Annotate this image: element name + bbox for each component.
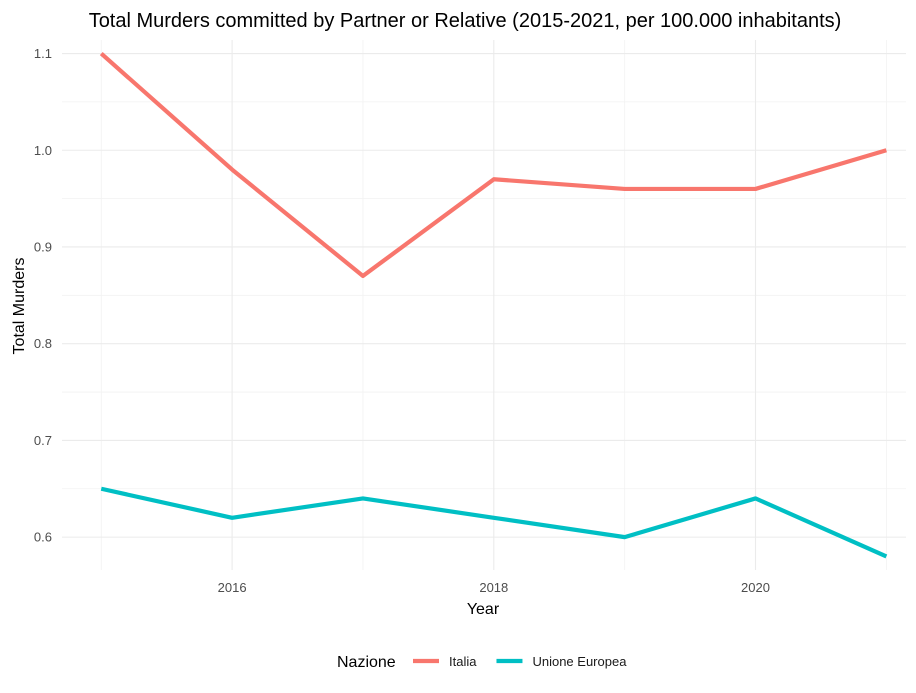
legend-title: Nazione xyxy=(337,654,396,671)
y-tick-label: 0.7 xyxy=(34,433,52,448)
legend-label-unione-europea: Unione Europea xyxy=(532,654,627,669)
y-tick-label: 1.1 xyxy=(34,46,52,61)
major-gridlines xyxy=(62,40,906,570)
x-axis-ticks: 2016 2018 2020 xyxy=(218,580,770,595)
x-axis-title: Year xyxy=(467,601,500,618)
legend: Nazione Italia Unione Europea xyxy=(337,654,627,671)
series-line-italia xyxy=(99,51,887,279)
x-tick-label: 2020 xyxy=(741,580,770,595)
y-tick-label: 0.8 xyxy=(34,336,52,351)
minor-gridlines xyxy=(62,40,906,570)
y-tick-label: 0.9 xyxy=(34,239,52,254)
chart-title: Total Murders committed by Partner or Re… xyxy=(89,10,842,32)
series-line-unione-europea xyxy=(100,486,888,559)
legend-label-italia: Italia xyxy=(449,654,477,669)
x-tick-label: 2016 xyxy=(218,580,247,595)
y-tick-label: 0.6 xyxy=(34,530,52,545)
x-tick-label: 2018 xyxy=(479,580,508,595)
series-lines xyxy=(99,51,888,559)
y-axis-title: Total Murders xyxy=(11,258,28,355)
y-tick-label: 1.0 xyxy=(34,143,52,158)
y-axis-ticks: 0.6 0.7 0.8 0.9 1.0 1.1 xyxy=(34,46,52,545)
